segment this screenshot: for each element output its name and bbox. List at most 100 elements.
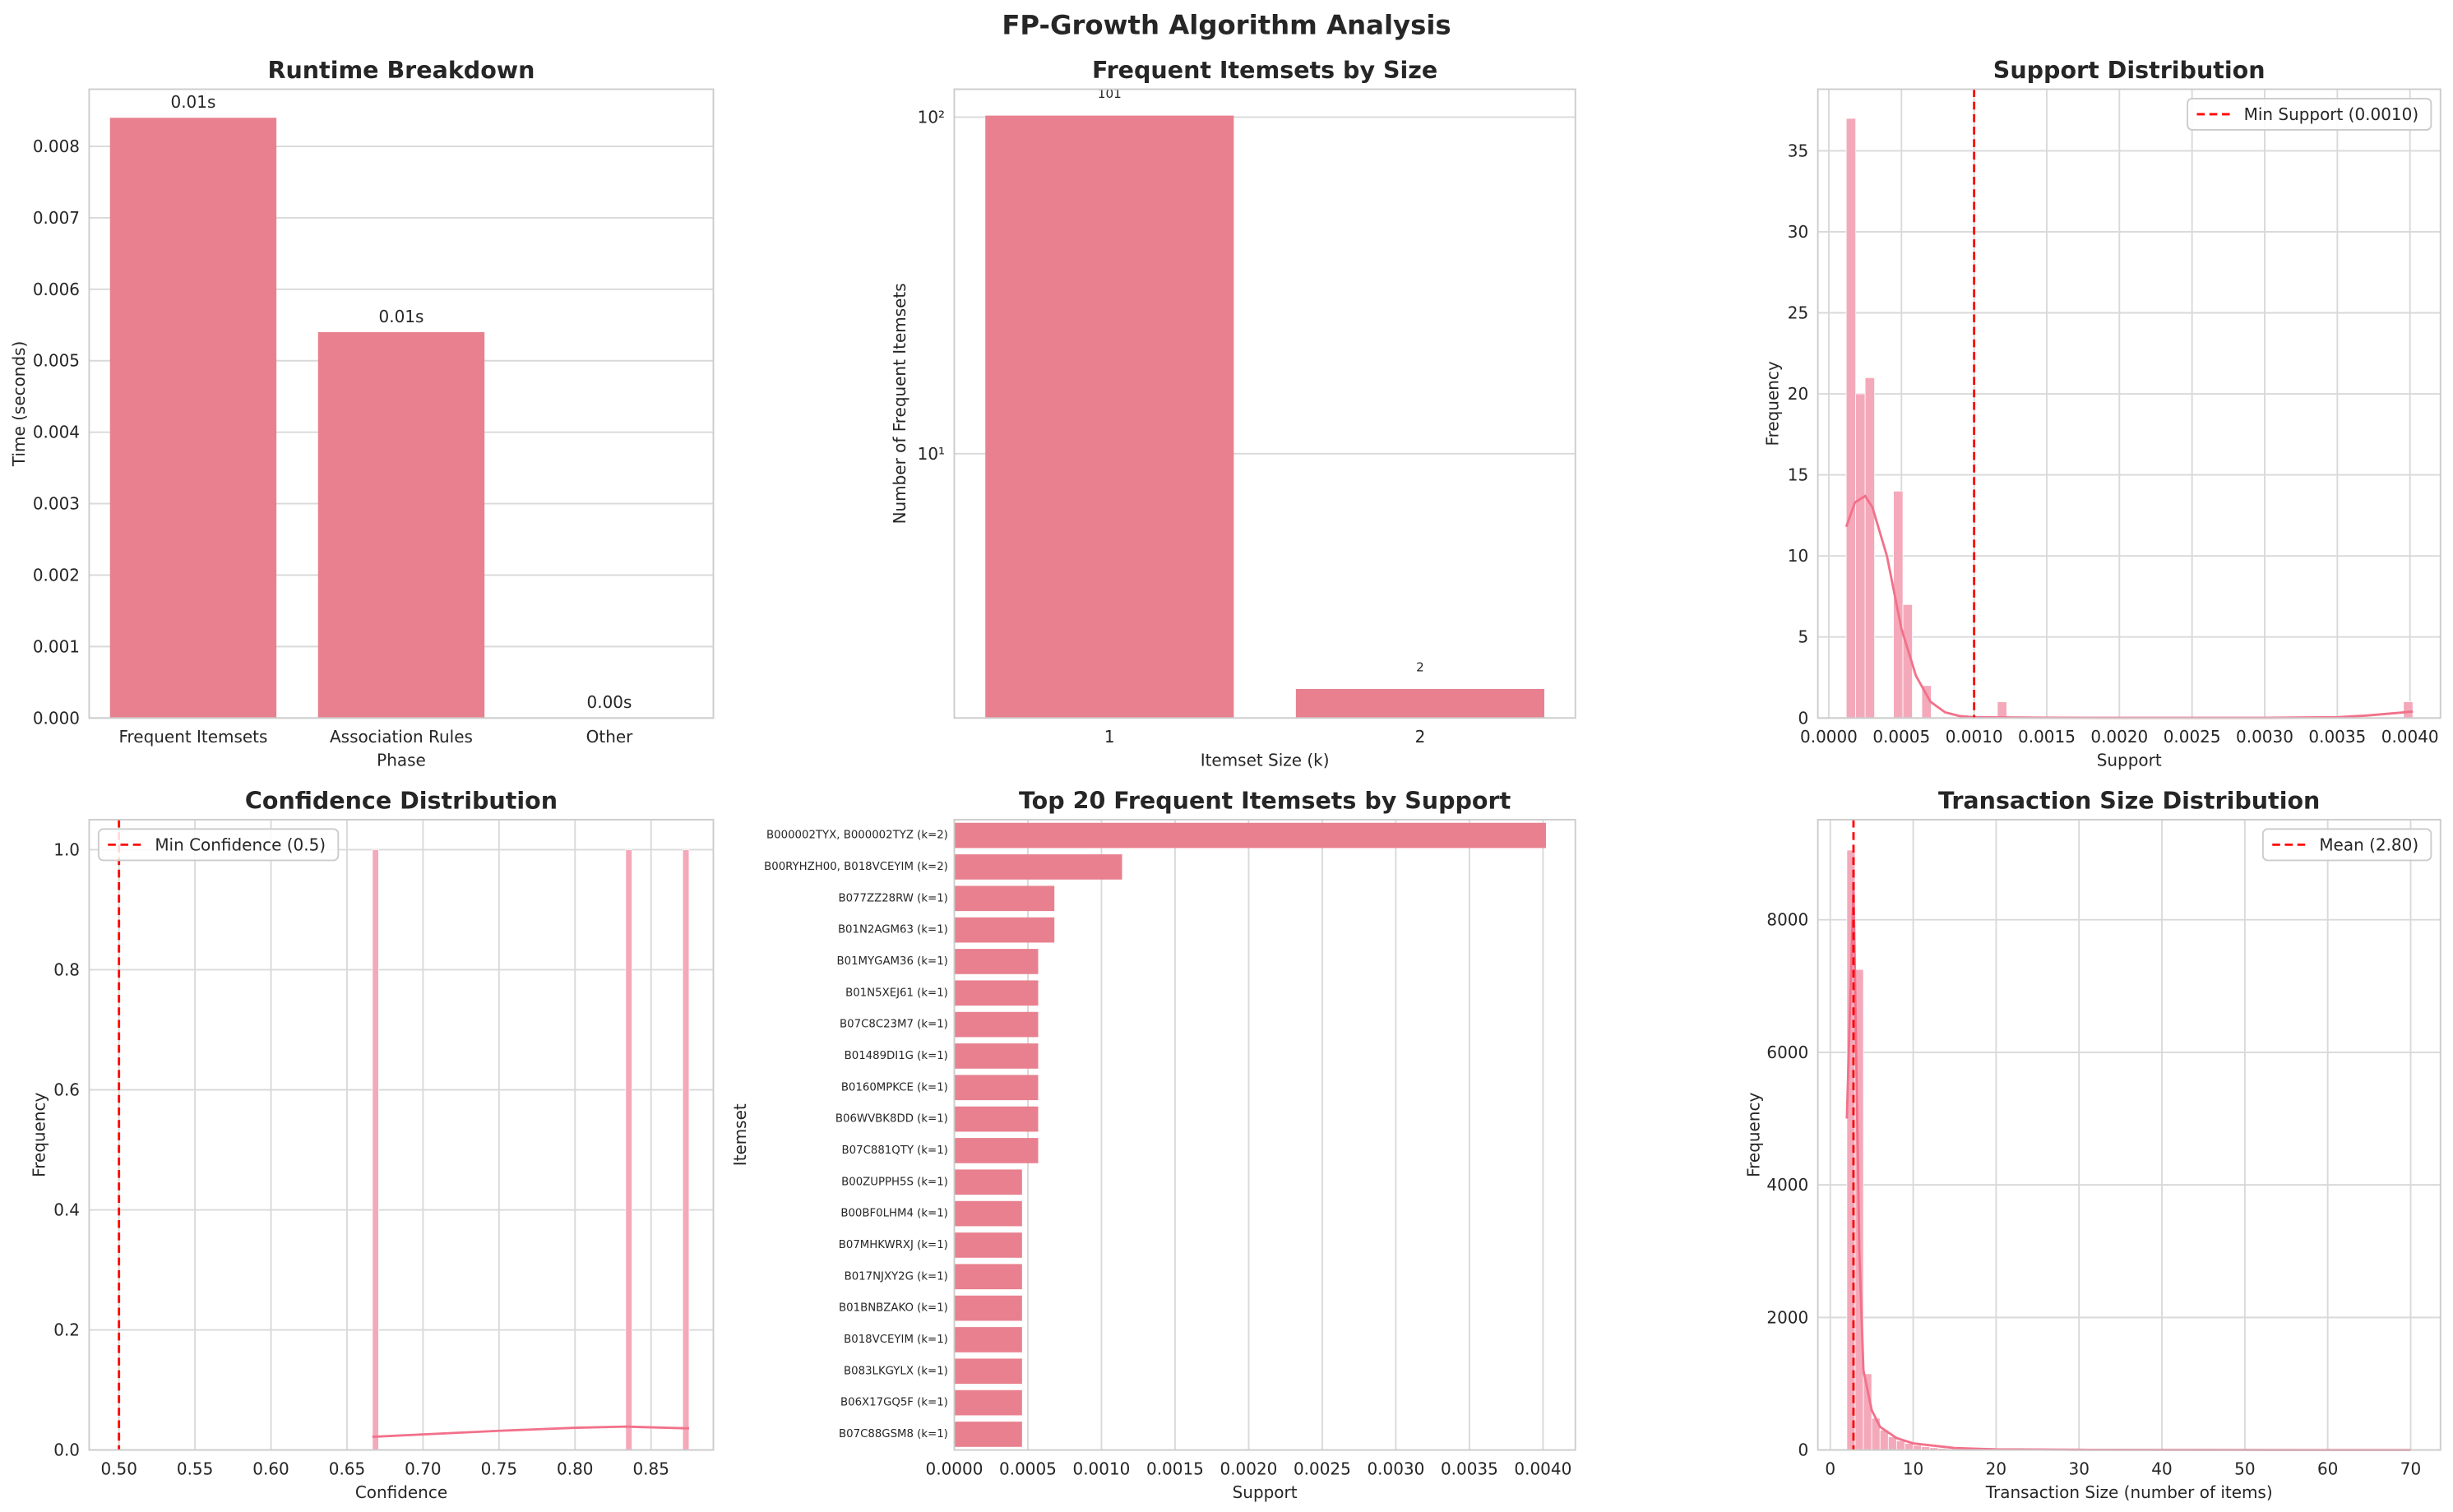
y-tick-label: 10 — [1788, 546, 1808, 566]
subplot: 0 5 10 15 20 25 30 35 0.0000 0.0005 0.0010 0.0015 0.… — [1762, 57, 2441, 770]
bar — [954, 980, 1039, 1006]
x-tick-label: 0.0040 — [1514, 1459, 1571, 1478]
y-tick-label: 0.6 — [53, 1080, 80, 1100]
data-label: 101 — [1098, 86, 1122, 101]
plot-frame — [1817, 818, 2441, 1451]
bar — [954, 949, 1039, 974]
x-tick-label: 30 — [2068, 1459, 2089, 1478]
y-axis-label: Frequency — [1762, 361, 1782, 446]
y-tick-label: 0.006 — [33, 280, 80, 299]
x-tick-label: 0.0035 — [2308, 727, 2366, 747]
legend: Min Confidence (0.5) — [97, 828, 340, 862]
histogram-bar — [1997, 701, 2007, 719]
y-tick-label: 1.0 — [53, 839, 80, 859]
x-tick-label: 0.0020 — [2090, 727, 2148, 747]
bar — [954, 917, 1055, 943]
chart-title: Top 20 Frequent Itemsets by Support — [1019, 788, 1511, 815]
chart-title: Confidence Distribution — [245, 788, 558, 815]
y-tick-label: B07C8C23M7 (k=1) — [840, 1019, 948, 1031]
y-tick-label: 2000 — [1766, 1307, 1808, 1327]
x-tick-label: 0.0015 — [1146, 1459, 1204, 1478]
kde-line — [1844, 494, 2414, 719]
y-tick-label: B018VCEYIM (k=1) — [844, 1334, 948, 1346]
histogram-bar — [1845, 118, 1857, 719]
y-tick-label: B01BNBZAKO (k=1) — [839, 1302, 948, 1315]
plot-frame — [953, 818, 1576, 1451]
y-axis-label: Itemset — [730, 1103, 750, 1166]
subplot: 0.0000 0.0005 0.0010 0.0015 0.0020 0.0025 0.00… — [730, 788, 1576, 1502]
x-tick-label: 0.55 — [177, 1459, 213, 1478]
y-tick-label: 10¹ — [918, 444, 945, 464]
y-tick-label: B06X17GQ5F (k=1) — [840, 1397, 948, 1409]
kde-line — [372, 1425, 689, 1438]
x-tick-label: 0.50 — [100, 1459, 137, 1478]
y-tick-label: 35 — [1788, 141, 1808, 160]
subplot: 0 2000 4000 6000 8000 0 10 20 30 40 50 60 70 Mean (2.… — [1744, 788, 2441, 1502]
x-tick-label: 0.0000 — [926, 1459, 984, 1478]
x-tick-label: 0.60 — [252, 1459, 289, 1478]
legend-label: Min Support (0.0010) — [2244, 104, 2419, 124]
figure-title: FP-Growth Algorithm Analysis — [1002, 9, 1451, 40]
bar — [954, 1358, 1022, 1385]
y-tick-label: B01489DI1G (k=1) — [845, 1050, 948, 1062]
subplot: 0.000 0.001 0.002 0.003 0.004 0.005 0.006 0.007… — [9, 57, 715, 770]
y-tick-label: B06WVBK8DD (k=1) — [835, 1113, 948, 1126]
y-tick-label: B000002TYX, B000002TYZ (k=2) — [766, 830, 948, 842]
bar — [954, 885, 1055, 912]
x-axis-label: Support — [1233, 1482, 1298, 1502]
y-tick-label: 15 — [1788, 465, 1808, 485]
x-tick-label: 2 — [1415, 727, 1426, 747]
x-tick-label: 0.0000 — [1800, 727, 1858, 747]
histogram-bar — [1905, 1443, 1914, 1450]
y-tick-label: B01N2AGM63 (k=1) — [838, 924, 948, 936]
histogram-bar — [372, 849, 379, 1450]
chart-title: Transaction Size Distribution — [1938, 788, 2320, 815]
x-tick-label: 0.0020 — [1220, 1459, 1277, 1478]
y-tick-label: 5 — [1798, 627, 1808, 647]
chart-title: Support Distribution — [1993, 57, 2266, 84]
x-tick-label: 0.0025 — [1294, 1459, 1351, 1478]
x-tick-label: 60 — [2317, 1459, 2338, 1478]
x-tick-label: 0.0025 — [2164, 727, 2221, 747]
histogram-bar — [1896, 1440, 1905, 1450]
plot-frame — [88, 88, 715, 719]
histogram-bar — [1855, 393, 1866, 719]
x-tick-label: 0.0005 — [999, 1459, 1057, 1478]
plot-area — [89, 819, 714, 1450]
y-tick-label: 0.002 — [33, 565, 80, 585]
y-tick-label: B07C88GSM8 (k=1) — [839, 1428, 948, 1440]
x-tick-label: 0 — [1825, 1459, 1835, 1478]
y-axis-label: Frequency — [30, 1093, 49, 1177]
chart-title: Frequent Itemsets by Size — [1092, 57, 1437, 84]
x-tick-label: 0.0015 — [2018, 727, 2076, 747]
x-tick-label: 0.70 — [405, 1459, 441, 1478]
plot-frame — [953, 88, 1576, 719]
y-tick-label: 0.004 — [33, 423, 80, 442]
plot-frame — [88, 818, 715, 1451]
x-axis-label: Support — [2097, 751, 2162, 770]
y-tick-label: 30 — [1788, 222, 1808, 242]
x-tick-label: Association Rules — [330, 727, 473, 747]
x-tick-label: Frequent Itemsets — [118, 727, 267, 747]
x-tick-label: 0.0030 — [2236, 727, 2293, 747]
data-label: 0.01s — [171, 92, 216, 112]
histogram-bar — [1864, 377, 1875, 719]
x-tick-label: 10 — [1903, 1459, 1923, 1478]
plot-area — [954, 819, 1576, 1450]
bar — [1295, 688, 1544, 719]
y-tick-label: 25 — [1788, 303, 1808, 323]
legend: Mean (2.80) — [2261, 828, 2432, 862]
y-tick-label: B00BF0LHM4 (k=1) — [840, 1208, 948, 1220]
bar — [954, 1200, 1022, 1227]
bar — [954, 1295, 1022, 1321]
x-tick-label: 0.0005 — [1872, 727, 1930, 747]
bar — [954, 1011, 1039, 1038]
x-tick-label: 70 — [2400, 1459, 2421, 1478]
y-tick-label: 0.4 — [53, 1200, 80, 1220]
y-tick-label: B017NJXY2G (k=1) — [845, 1270, 948, 1283]
plot-frame — [1817, 88, 2441, 719]
legend-box — [2261, 828, 2432, 862]
y-tick-label: 0.8 — [53, 959, 80, 979]
